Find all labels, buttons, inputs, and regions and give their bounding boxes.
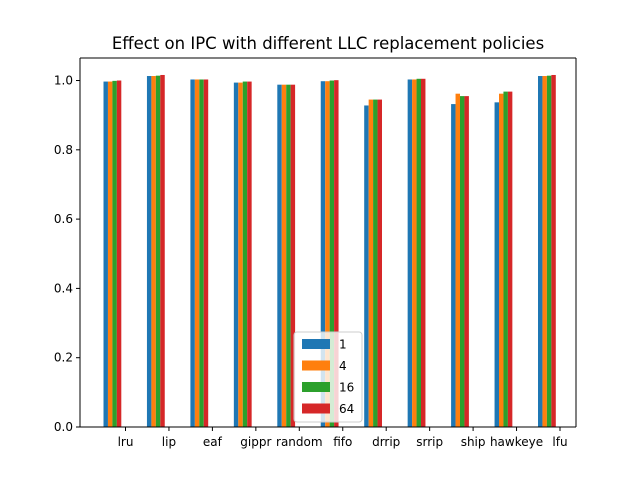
x-tick-label: hawkeye [490,435,543,449]
bar-fifo-64 [334,80,339,428]
bar-random-16 [286,84,291,428]
x-tick-label: drrip [372,435,400,449]
bar-drrip-4 [368,99,374,427]
bar-fifo-16 [329,80,335,428]
bar-eaf-64 [203,79,209,427]
y-tick-label: 0.4 [54,281,73,295]
bar-srrip-4 [412,79,417,427]
bar-ship-1 [451,104,456,427]
y-tick-label: 0.0 [54,420,73,434]
bar-random-1 [277,84,282,428]
bar-ship-16 [460,96,465,428]
bar-lip-64 [160,74,165,427]
bar-srrip-16 [416,78,421,427]
bar-lfu-4 [542,76,547,428]
legend: 1 4 16 64 [293,331,363,423]
bar-lru-16 [112,80,117,428]
legend-label-16: 16 [339,381,354,395]
bar-lfu-16 [546,75,552,428]
x-tick-label: srrip [416,435,443,449]
bar-lip-1 [146,76,152,428]
bar-random-64 [290,84,296,428]
bar-lfu-64 [551,74,556,427]
legend-frame [293,331,363,423]
bar-fifo-1 [320,81,326,428]
x-tick-label: gippr [240,435,271,449]
bar-lfu-1 [538,76,543,428]
bar-eaf-1 [190,79,195,427]
legend-swatch-4 [302,360,330,371]
bar-lip-16 [155,75,161,428]
bar-hawkeye-16 [503,91,508,428]
legend-label-4: 4 [339,359,347,373]
x-tick-label: lfu [552,435,567,449]
bar-eaf-16 [199,79,204,427]
bar-hawkeye-64 [507,91,513,428]
axes-layer: 0.0 0.2 0.4 0.6 0.8 1.0 lru lip eaf gippr random fi… [54,57,577,449]
x-tick-label: ship [461,435,486,449]
bar-drrip-64 [377,99,382,427]
y-tick-label: 0.2 [54,351,73,365]
bar-srrip-64 [421,78,426,427]
bar-eaf-4 [194,79,200,427]
bar-fifo-4 [325,81,330,428]
bar-hawkeye-4 [499,93,504,427]
x-tick-label: random [276,435,323,449]
bar-random-4 [281,84,287,428]
bar-gippr-1 [233,82,239,427]
bar-lru-1 [103,81,108,427]
x-tick-label: lip [162,435,176,449]
legend-swatch-1 [302,339,330,349]
legend-swatch-16 [302,382,330,392]
bar-gippr-64 [247,81,252,427]
bar-lip-4 [151,76,156,428]
legend-swatch-64 [302,403,330,414]
y-tick-label: 0.8 [54,143,73,157]
bar-lru-4 [107,81,113,427]
bar-drrip-1 [364,105,369,427]
legend-label-1: 1 [339,338,347,352]
bars-layer [103,74,556,428]
bar-gippr-4 [238,82,243,427]
y-tick-label: 1.0 [54,74,73,88]
y-tick-label: 0.6 [54,212,73,226]
x-tick-label: eaf [203,435,223,449]
x-tick-label: fifo [333,435,352,449]
bar-ship-64 [464,96,469,428]
bar-ship-4 [455,93,460,427]
bar-gippr-16 [242,81,248,427]
bar-drrip-16 [373,99,378,427]
bar-srrip-1 [407,79,413,427]
legend-label-64: 64 [339,402,354,416]
x-tick-label: lru [118,435,134,449]
bar-hawkeye-1 [494,102,499,427]
chart-title: Effect on IPC with different LLC replace… [112,34,544,53]
bar-lru-64 [116,80,122,428]
